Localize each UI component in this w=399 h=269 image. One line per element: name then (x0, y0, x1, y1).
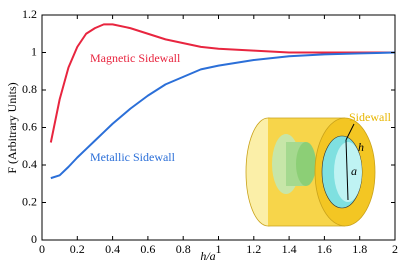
annotation: Sidewall (349, 110, 392, 124)
y-tick-label: 0.8 (22, 82, 37, 96)
hole-face (334, 142, 362, 202)
radius-arrow (345, 139, 349, 201)
x-tick-label: 1.8 (352, 242, 367, 256)
x-tick-label: 2 (392, 242, 398, 256)
y-tick-label: 0.2 (22, 194, 37, 208)
x-tick-label: 0.6 (140, 242, 155, 256)
x-axis-label: h/a (200, 249, 215, 263)
x-tick-label: 0.8 (176, 242, 191, 256)
inset-diagram: Sidewall h a (245, 110, 392, 227)
y-tick-label: 0.4 (22, 157, 37, 171)
gap-arrow (345, 123, 355, 141)
annotation: a (351, 164, 357, 178)
plot-lines (49, 23, 396, 180)
series-label: Metallic Sidewall (90, 150, 176, 164)
x-tick-label: 0.4 (105, 242, 120, 256)
y-tick-label: 0.6 (22, 119, 37, 133)
series-label: Magnetic Sidewall (90, 51, 181, 65)
y-tick-label: 1 (31, 44, 37, 58)
annotation: h (358, 140, 364, 154)
x-tick-label: 1.6 (317, 242, 332, 256)
y-tick-label: 0 (31, 232, 37, 246)
y-tick-label: 1.2 (22, 7, 37, 21)
x-tick-label: 1 (216, 242, 222, 256)
x-tick-label: 1.2 (246, 242, 261, 256)
x-tick-label: 1.4 (282, 242, 297, 256)
x-tick-label: 0.2 (70, 242, 85, 256)
series-line (49, 23, 395, 143)
y-axis-label: F (Arbitrary Units) (5, 82, 19, 173)
x-tick-label: 0 (39, 242, 45, 256)
inner-cylinder-face (296, 142, 316, 186)
series-line (50, 51, 396, 180)
